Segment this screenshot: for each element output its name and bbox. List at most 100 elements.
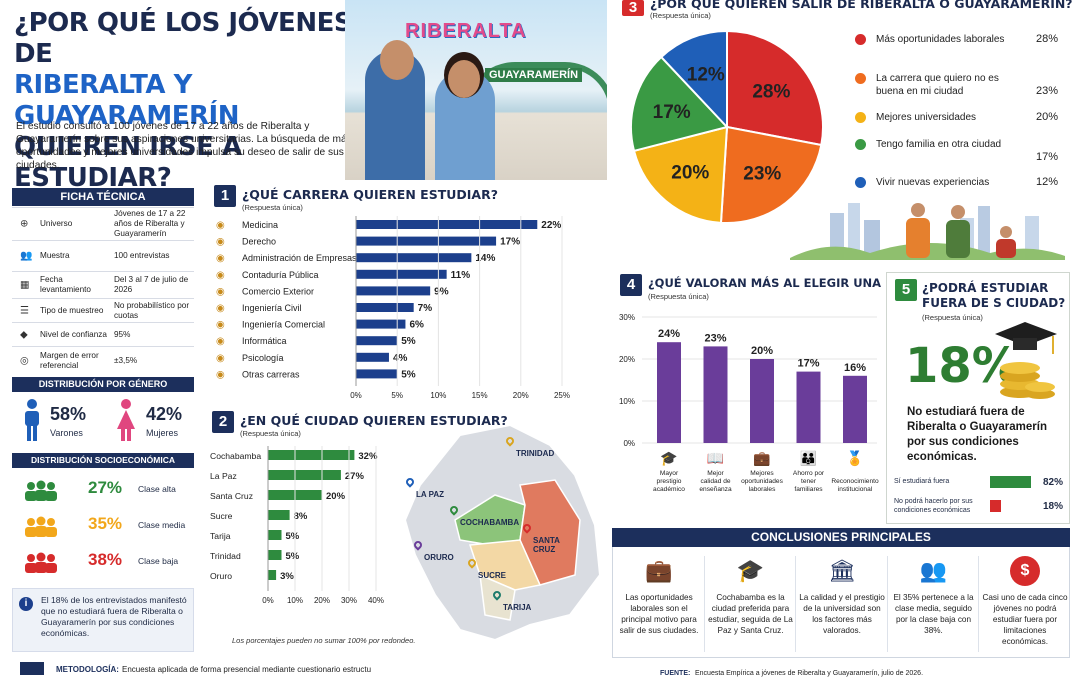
bar (356, 220, 538, 229)
bar (268, 570, 277, 580)
people-group-icon (24, 552, 58, 579)
ficha-row: ◆ Nivel de confianza 95% (12, 322, 194, 346)
x-tick-label: 15% (472, 391, 488, 400)
bar (796, 371, 821, 443)
people-icon: 👥 (919, 558, 948, 583)
sec2-number: 2 (212, 411, 234, 433)
ficha-label: Tipo de muestreo (40, 305, 104, 315)
divider (703, 556, 705, 652)
ficha-value: Jóvenes de 17 a 22 años de Riberalta y G… (114, 209, 186, 238)
conclusion-text: El 35% pertenece a la clase media, segui… (893, 593, 974, 635)
x-tick-label: 40% (368, 596, 384, 605)
bar (750, 359, 774, 443)
map-city-label: LA PAZ (416, 490, 444, 499)
bar (268, 530, 282, 540)
bar-value-label: 16% (844, 362, 866, 374)
x-tick-label: 0% (350, 391, 362, 400)
bar (268, 550, 282, 560)
map-city-label: SANTA CRUZ (533, 536, 560, 554)
bar-value-label: 22% (541, 220, 561, 231)
bar (703, 346, 728, 443)
sec5-number: 5 (895, 279, 917, 301)
bar-value-label: 6% (409, 320, 424, 331)
sec5-no-bar (990, 500, 1002, 512)
bar-value-label: 17% (797, 358, 819, 370)
bar (843, 375, 867, 443)
career-icon: ◉ (216, 220, 225, 231)
sec5-no-label: No podrá hacerlo por sus condiciones eco… (894, 498, 973, 514)
male-icon (22, 399, 42, 446)
category-icon: 🏅 (846, 450, 863, 467)
sec5-description: No estudiará fuera de Riberalta o Guayar… (907, 406, 1047, 463)
people-group-icon (24, 480, 58, 507)
bar-category-label: Trinidad (210, 551, 241, 561)
bar-value-label: 20% (751, 345, 773, 357)
bar (268, 470, 341, 480)
female-pct: 42% (146, 404, 183, 424)
conclusion-text: Cochabamba es la ciudad preferida para e… (708, 593, 793, 635)
list-icon: ☰ (20, 305, 29, 316)
divider (978, 556, 979, 652)
x-category-label: Ahorro por tener familiares (793, 470, 825, 493)
graduation-cap-coins-icon (995, 322, 1057, 399)
legend-label: Tengo familia en otra ciudad (876, 139, 1002, 150)
conclusion-text: Casi uno de cada cinco jóvenes no podrá … (982, 593, 1068, 646)
bar (356, 236, 497, 246)
genero-title: DISTRIBUCIÓN POR GÉNERO (12, 377, 194, 392)
career-icon: ◉ (216, 353, 225, 364)
career-icon: ◉ (216, 237, 225, 248)
ficha-row: ⊕ Universo Jóvenes de 17 a 22 años de Ribe… (12, 207, 194, 240)
bar-value-label: 32% (358, 451, 378, 462)
socio-label: Clase media (138, 520, 186, 530)
bar (356, 286, 431, 296)
bar-category-label: Informática (242, 336, 287, 346)
legend-label: Más oportunidades laborales (876, 34, 1005, 45)
ficha-label: Muestra (40, 251, 70, 260)
bar-category-label: Medicina (242, 220, 278, 230)
sec4-number: 4 (620, 274, 642, 296)
sec1-number: 1 (214, 185, 236, 207)
ficha-value: Del 3 al 7 de julio de 2026 (114, 275, 189, 294)
x-tick-label: 25% (554, 391, 570, 400)
map-city-label: ORURO (424, 553, 454, 562)
pie-value-label: 28% (752, 81, 790, 102)
career-icon: ◉ (216, 336, 225, 347)
bar-value-label: 23% (704, 332, 726, 344)
university-icon: 🏛 (828, 558, 856, 583)
sec2-footnote: Los porcentajes pueden no sumar 100% por… (232, 636, 416, 645)
bar-category-label: Psicología (242, 353, 284, 363)
x-tick-label: 20% (314, 596, 330, 605)
sec5-yes-bar (990, 476, 1031, 488)
ficha-row: ☰ Tipo de muestreo No probabilístico por c… (12, 298, 194, 322)
map-city-label: COCHABAMBA (460, 518, 520, 527)
x-category-label: Mejores oportunidades laborales (741, 470, 783, 493)
bar-value-label: 17% (500, 237, 520, 248)
sec5-no-pct: 18% (1043, 501, 1064, 512)
reasons-pie-chart: 28% 23% 20% 17% 12% (630, 30, 824, 224)
legend-value: 23% (1036, 85, 1059, 97)
y-tick-label: 30% (619, 313, 635, 322)
careers-bar-chart: ◉ Medicina 22% ◉ Derecho 17% ◉ Administración d… (216, 216, 570, 400)
shield-icon: ◆ (20, 329, 28, 340)
student-male-head (380, 40, 414, 80)
conclusion-text: La calidad y el prestigio de la universi… (799, 593, 885, 635)
money-icon: $ (1010, 556, 1040, 586)
pie-slice (630, 55, 729, 153)
sec2-subtitle: (Respuesta única) (240, 429, 301, 438)
ficha-row: ◎ Margen de error referencial ±3,5% (12, 346, 194, 374)
bar-category-label: Oruro (210, 571, 232, 581)
legend-value: 20% (1036, 111, 1059, 123)
bar-category-label: Santa Cruz (210, 491, 253, 501)
pie-slice (726, 30, 824, 147)
map-city-label: TARIJA (503, 603, 532, 612)
intro-text: El estudio consultó a 100 jóvenes de 17 … (16, 121, 352, 171)
map-santa-cruz (519, 479, 581, 586)
legend-value: 12% (1036, 176, 1059, 188)
people-group-icon (24, 516, 58, 543)
bar-value-label: 5% (401, 336, 416, 347)
bar (356, 336, 398, 346)
male-pct: 58% (50, 404, 87, 424)
socio-label: Clase baja (138, 556, 179, 566)
career-icon: ◉ (216, 286, 225, 297)
x-tick-label: 30% (341, 596, 357, 605)
